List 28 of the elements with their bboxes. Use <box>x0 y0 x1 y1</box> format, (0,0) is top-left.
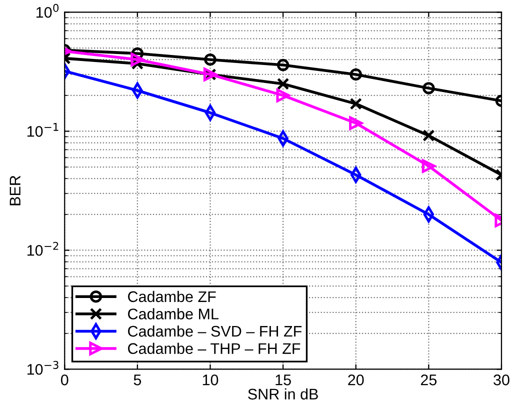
x-tick-label: 15 <box>276 374 291 386</box>
x-tick-label: 0 <box>60 374 68 386</box>
x-tick-label: 25 <box>420 374 437 386</box>
point <box>276 58 290 72</box>
point <box>350 98 362 110</box>
x-axis-title: SNR in dB <box>248 388 318 400</box>
x-tick-label: 5 <box>134 374 142 386</box>
legend-label: Cadambe ZF <box>128 290 216 302</box>
point <box>350 68 362 81</box>
point <box>204 53 216 66</box>
y-tick-label: 10$^{0}$ <box>36 4 59 18</box>
point <box>130 52 144 66</box>
y-axis-title: BER <box>10 176 20 206</box>
x-tick-label: 20 <box>348 374 364 386</box>
legend-label: Cadambe – THP – FH ZF <box>128 342 300 354</box>
point <box>349 116 363 130</box>
point <box>422 129 435 142</box>
point <box>422 82 435 94</box>
legend-label: Cadambe – SVD – FH ZF <box>128 325 302 337</box>
x-tick-label: 10 <box>202 374 218 386</box>
point <box>276 88 290 102</box>
point <box>422 159 436 173</box>
point <box>276 78 290 90</box>
y-tick-label: 10$^{−2}$ <box>27 242 58 256</box>
y-tick-label: 10$^{−3}$ <box>27 360 58 375</box>
x-tick-label: 30 <box>494 374 510 386</box>
y-tick-label: 10$^{−1}$ <box>27 123 58 137</box>
legend-label: Cadambe ML <box>128 308 218 320</box>
